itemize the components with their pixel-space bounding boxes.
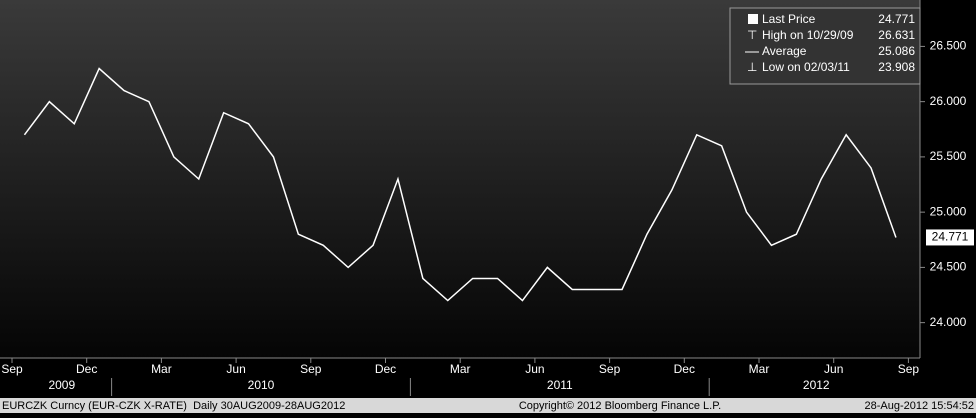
- x-tick-label: Sep: [898, 362, 920, 376]
- legend: Last Price 24.771 ⊤ High on 10/29/09 26.…: [729, 7, 921, 85]
- legend-value: 24.771: [878, 12, 915, 26]
- legend-label: Low on 02/03/11: [762, 60, 850, 74]
- footer-left: EURCZK Curncy (EUR-CZK X-RATE) Daily 30A…: [2, 400, 345, 412]
- legend-label: Last Price: [762, 12, 816, 26]
- y-tick-label: 26.500: [930, 39, 967, 53]
- x-tick-label: Sep: [1, 362, 23, 376]
- y-tick-label: 26.000: [930, 94, 967, 108]
- x-tick-label: Sep: [599, 362, 621, 376]
- x-tick-label: Mar: [749, 362, 770, 376]
- y-tick-label: 24.500: [930, 260, 967, 274]
- legend-value: 25.086: [878, 44, 915, 58]
- last-price-tag: [926, 229, 974, 246]
- x-tick-label: Dec: [76, 362, 97, 376]
- legend-value: 26.631: [878, 28, 915, 42]
- legend-label: Average: [762, 44, 807, 58]
- footer-bar: [0, 398, 976, 413]
- x-tick-label: Sep: [300, 362, 322, 376]
- price-line: [23, 67, 897, 302]
- year-label: 2012: [803, 378, 830, 392]
- legend-icon: ⊥: [747, 60, 757, 74]
- year-label: 2011: [547, 378, 573, 392]
- year-label: 2010: [248, 378, 275, 392]
- legend-label: High on 10/29/09: [762, 28, 854, 42]
- x-tick-label: Dec: [674, 362, 695, 376]
- legend-icon: ⊤: [747, 28, 757, 42]
- x-tick-label: Mar: [151, 362, 172, 376]
- last-price-tag-label: 24.771: [932, 230, 969, 244]
- y-tick-label: 25.000: [930, 204, 967, 218]
- legend-icon: [748, 14, 758, 24]
- y-tick-label: 25.500: [930, 149, 967, 163]
- x-tick-label: Jun: [226, 362, 245, 376]
- legend-value: 23.908: [878, 60, 915, 74]
- year-label: 2009: [48, 378, 75, 392]
- x-tick-label: Mar: [450, 362, 471, 376]
- footer-right: 28-Aug-2012 15:54:52: [865, 400, 974, 412]
- x-tick-label: Jun: [525, 362, 544, 376]
- footer-center: Copyright© 2012 Bloomberg Finance L.P.: [519, 400, 721, 412]
- y-tick-label: 24.000: [930, 315, 967, 329]
- x-tick-label: Jun: [824, 362, 843, 376]
- x-tick-label: Dec: [375, 362, 396, 376]
